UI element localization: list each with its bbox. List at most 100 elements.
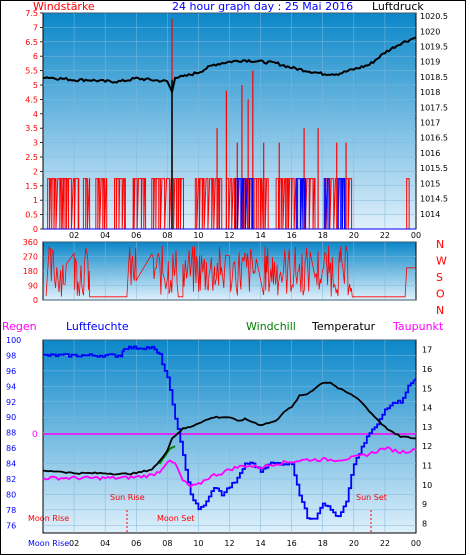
pressure-y-tick-label: 1017 — [420, 119, 440, 128]
wind-y-tick-label: 1 — [33, 196, 38, 205]
wind-direction-y-tick-label: 0 — [33, 296, 38, 305]
wind-direction-y-tick-label: 360 — [23, 238, 38, 247]
header-title: 24 hour graph day : 25 Mai 2016 — [172, 0, 353, 13]
x-tick-label: 06 — [131, 539, 141, 548]
temperature-y-tick-label: 14 — [422, 404, 432, 413]
humidity-y-axis-labels: 76 78 80 82 84 86 88 90 92 94 96 98 100 — [6, 336, 21, 530]
x-tick-label: 20 — [349, 231, 359, 240]
wind-y-tick-label: 6 — [33, 52, 38, 61]
humidity-y-tick-label: 88 — [6, 429, 16, 438]
legend-taupunkt: Taupunkt — [392, 320, 444, 333]
wind-pressure-x-axis-labels: 02 04 06 08 10 12 14 16 18 20 22 00 — [69, 231, 421, 240]
wind-direction-y-tick-label: 270 — [23, 253, 38, 262]
x-tick-label: 14 — [255, 539, 265, 548]
humidity-y-tick-label: 82 — [6, 475, 16, 484]
wind-y-tick-label: 6.5 — [25, 38, 38, 47]
compass-label: N — [436, 304, 444, 317]
wind-pulse-segment — [151, 178, 185, 230]
x-tick-label: 12 — [224, 231, 234, 240]
wind-direction-series — [45, 245, 416, 298]
pressure-y-tick-label: 1019.5 — [420, 42, 448, 51]
regen-zero-label: 0 — [32, 430, 38, 440]
sun-set-annotation: Sun Set — [356, 493, 387, 502]
x-tick-label: 06 — [131, 231, 141, 240]
pressure-y-tick-label: 1014.5 — [420, 195, 448, 204]
moon-set-annotation: Moon Set — [157, 514, 194, 523]
temperature-y-tick-label: 11 — [422, 461, 432, 470]
humidity-temperature-series — [42, 345, 417, 520]
windchill-line — [158, 445, 176, 465]
wind-y-tick-label: 5 — [33, 81, 38, 90]
wind-direction-y-tick-label: 180 — [23, 267, 38, 276]
x-tick-label: 08 — [162, 539, 172, 548]
humidity-y-tick-label: 96 — [6, 367, 16, 376]
pressure-y-tick-label: 1015 — [420, 179, 440, 188]
x-tick-label: 22 — [380, 231, 390, 240]
moon-rise-annotation: Moon Rise — [28, 514, 69, 523]
x-tick-label: 16 — [287, 231, 297, 240]
humidity-y-tick-label: 94 — [6, 382, 16, 391]
pressure-line — [43, 36, 417, 95]
pressure-y-axis-labels: 1014 1014.5 1015 1015.5 1016 1016.5 1017 1017.5… — [420, 12, 448, 219]
dewpoint-line — [42, 446, 417, 488]
temperature-y-tick-label: 16 — [422, 365, 432, 374]
humidity-y-tick-label: 90 — [6, 413, 16, 422]
x-tick-label: 08 — [162, 231, 172, 240]
pressure-y-tick-label: 1016 — [420, 149, 440, 158]
pressure-y-tick-label: 1015.5 — [420, 164, 448, 173]
header-windstaerke: Windstärke — [33, 0, 95, 13]
temperature-y-tick-label: 8 — [422, 519, 427, 528]
moon-rise-bottom-annotation: Moon Rise — [28, 539, 69, 548]
x-tick-label: 20 — [349, 539, 359, 548]
legend-regen: Regen — [2, 320, 37, 333]
wind-pulse-segment — [61, 178, 80, 230]
x-tick-label: 16 — [287, 539, 297, 548]
humidity-y-tick-label: 84 — [6, 460, 16, 469]
wind-direction-y-tick-label: 90 — [28, 282, 38, 291]
temperature-y-tick-label: 9 — [422, 500, 427, 509]
x-tick-label: 14 — [255, 231, 265, 240]
x-tick-label: 22 — [380, 539, 390, 548]
wind-y-axis-labels: 0 0.5 1 1.5 2 2.5 3 3.5 4 4.5 5 5.5 6 6.5 7 7.5 — [25, 9, 38, 234]
temperature-line — [42, 381, 417, 476]
temperature-y-tick-label: 13 — [422, 423, 432, 432]
wind-y-tick-label: 1.5 — [25, 182, 38, 191]
temperature-y-tick-label: 17 — [422, 346, 432, 355]
humidity-y-tick-label: 78 — [6, 506, 16, 515]
wind-pressure-panel: 00.511.522.533.544.555.566.577.5 1014101… — [25, 9, 448, 240]
x-tick-label: 18 — [318, 539, 328, 548]
wind-y-tick-label: 3 — [33, 139, 38, 148]
pressure-y-tick-label: 1018 — [420, 88, 440, 97]
humidity-y-tick-label: 86 — [6, 444, 16, 453]
legend-luftfeuchte: Luftfeuchte — [66, 320, 129, 333]
wind-pulse-segment — [95, 178, 108, 230]
temperature-y-tick-label: 10 — [422, 481, 432, 490]
compass-label: N — [436, 238, 444, 251]
humidity-temperature-grid — [43, 339, 416, 533]
compass-label: O — [436, 288, 445, 301]
wind-pulse-segment — [82, 178, 91, 230]
wind-y-tick-label: 4 — [33, 110, 38, 119]
humidity-line — [43, 345, 417, 520]
x-tick-label: 02 — [69, 231, 79, 240]
wind-pulse-segment — [406, 178, 410, 229]
wind-pulse-segment — [132, 178, 147, 230]
temperature-y-tick-label: 12 — [422, 442, 432, 451]
pressure-y-tick-label: 1020.5 — [420, 12, 448, 21]
wind-pulse-segment — [235, 178, 254, 230]
x-tick-label: 12 — [224, 539, 234, 548]
legend-temperatur: Temperatur — [311, 320, 376, 333]
humidity-y-tick-label: 76 — [6, 521, 16, 530]
temperature-y-tick-label: 15 — [422, 384, 432, 393]
x-tick-label: 00 — [411, 231, 421, 240]
x-tick-label: 04 — [100, 539, 110, 548]
compass-label: S — [436, 271, 443, 284]
x-tick-label: 18 — [318, 231, 328, 240]
wind-y-tick-label: 7.5 — [25, 9, 38, 18]
wind-direction-line — [45, 245, 416, 298]
wind-y-tick-label: 7 — [33, 23, 38, 32]
humidity-y-tick-label: 100 — [6, 336, 21, 345]
legend-windchill: Windchill — [246, 320, 296, 333]
